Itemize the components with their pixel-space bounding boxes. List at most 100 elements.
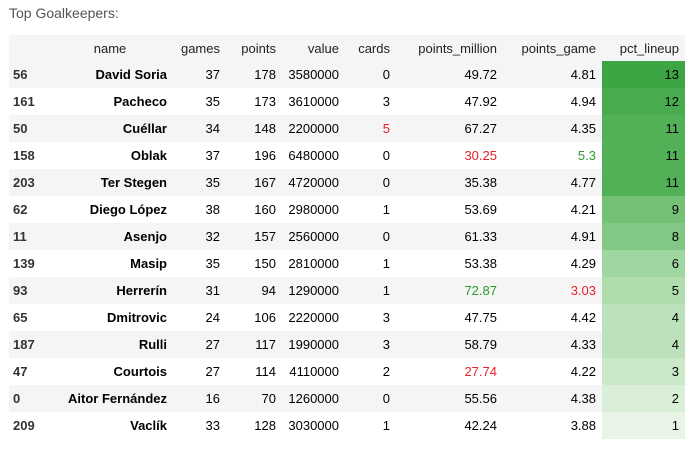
cards-cell: 3 [345,304,396,331]
table-row: 209 Vaclík 33 128 3030000 1 42.24 3.88 1 [9,412,685,439]
points-million-cell: 53.38 [396,250,503,277]
games-cell: 34 [173,115,226,142]
name-cell: David Soria [49,61,173,88]
name-cell: Diego López [49,196,173,223]
games-cell: 27 [173,331,226,358]
column-header-cards: cards [345,35,396,61]
points-million-cell: 47.75 [396,304,503,331]
points-game-cell: 3.88 [503,412,602,439]
value-cell: 6480000 [282,142,345,169]
pct-lineup-cell: 13 [602,61,685,88]
points-game-cell: 3.03 [503,277,602,304]
table-row: 93 Herrerín 31 94 1290000 1 72.87 3.03 5 [9,277,685,304]
name-cell: Herrerín [49,277,173,304]
points-cell: 167 [226,169,282,196]
name-cell: Asenjo [49,223,173,250]
row-index: 203 [9,169,49,196]
cards-cell: 0 [345,142,396,169]
points-game-cell: 4.94 [503,88,602,115]
points-cell: 106 [226,304,282,331]
points-million-cell: 49.72 [396,61,503,88]
points-million-cell: 42.24 [396,412,503,439]
column-header-games: games [173,35,226,61]
points-game-cell: 4.81 [503,61,602,88]
games-cell: 31 [173,277,226,304]
pct-lineup-cell: 5 [602,277,685,304]
games-cell: 35 [173,169,226,196]
pct-lineup-cell: 9 [602,196,685,223]
column-header-points-game: points_game [503,35,602,61]
cards-cell: 5 [345,115,396,142]
row-index: 187 [9,331,49,358]
name-cell: Oblak [49,142,173,169]
table-row: 47 Courtois 27 114 4110000 2 27.74 4.22 3 [9,358,685,385]
name-cell: Aitor Fernández [49,385,173,412]
table-row: 0 Aitor Fernández 16 70 1260000 0 55.56 4.38 2 [9,385,685,412]
value-cell: 4110000 [282,358,345,385]
name-cell: Vaclík [49,412,173,439]
pct-lineup-cell: 11 [602,169,685,196]
points-cell: 94 [226,277,282,304]
points-cell: 70 [226,385,282,412]
value-cell: 4720000 [282,169,345,196]
row-index: 11 [9,223,49,250]
column-header-pct-lineup: pct_lineup [602,35,685,61]
value-cell: 2220000 [282,304,345,331]
cards-cell: 0 [345,61,396,88]
row-index: 65 [9,304,49,331]
table-row: 139 Masip 35 150 2810000 1 53.38 4.29 6 [9,250,685,277]
table-row: 56 David Soria 37 178 3580000 0 49.72 4.81 13 [9,61,685,88]
points-million-cell: 58.79 [396,331,503,358]
value-cell: 1260000 [282,385,345,412]
games-cell: 38 [173,196,226,223]
games-cell: 37 [173,61,226,88]
goalkeepers-table: name games points value cards points_mil… [9,35,685,439]
value-cell: 2810000 [282,250,345,277]
value-cell: 2200000 [282,115,345,142]
pct-lineup-cell: 3 [602,358,685,385]
points-cell: 173 [226,88,282,115]
points-million-cell: 47.92 [396,88,503,115]
table-body: 56 David Soria 37 178 3580000 0 49.72 4.81 13 161… [9,61,685,439]
points-game-cell: 4.29 [503,250,602,277]
games-cell: 35 [173,88,226,115]
row-index: 139 [9,250,49,277]
value-cell: 2980000 [282,196,345,223]
table-row: 203 Ter Stegen 35 167 4720000 0 35.38 4.77 11 [9,169,685,196]
pct-lineup-cell: 1 [602,412,685,439]
name-cell: Dmitrovic [49,304,173,331]
points-million-cell: 55.56 [396,385,503,412]
points-game-cell: 4.38 [503,385,602,412]
name-cell: Ter Stegen [49,169,173,196]
row-index: 62 [9,196,49,223]
points-million-cell: 30.25 [396,142,503,169]
games-cell: 33 [173,412,226,439]
pct-lineup-cell: 12 [602,88,685,115]
cards-cell: 1 [345,412,396,439]
points-cell: 148 [226,115,282,142]
points-game-cell: 4.33 [503,331,602,358]
row-index: 209 [9,412,49,439]
table-row: 158 Oblak 37 196 6480000 0 30.25 5.3 11 [9,142,685,169]
pct-lineup-cell: 4 [602,331,685,358]
games-cell: 35 [173,250,226,277]
table-caption: Top Goalkeepers: [9,5,119,21]
points-game-cell: 4.77 [503,169,602,196]
value-cell: 3610000 [282,88,345,115]
cards-cell: 1 [345,196,396,223]
row-index: 56 [9,61,49,88]
value-cell: 3580000 [282,61,345,88]
table-row: 161 Pacheco 35 173 3610000 3 47.92 4.94 12 [9,88,685,115]
table-row: 11 Asenjo 32 157 2560000 0 61.33 4.91 8 [9,223,685,250]
games-cell: 24 [173,304,226,331]
table-row: 50 Cuéllar 34 148 2200000 5 67.27 4.35 11 [9,115,685,142]
points-million-cell: 61.33 [396,223,503,250]
cards-cell: 1 [345,250,396,277]
row-index: 161 [9,88,49,115]
points-game-cell: 4.22 [503,358,602,385]
points-cell: 117 [226,331,282,358]
points-game-cell: 4.35 [503,115,602,142]
cards-cell: 2 [345,358,396,385]
points-million-cell: 67.27 [396,115,503,142]
table-row: 65 Dmitrovic 24 106 2220000 3 47.75 4.42 4 [9,304,685,331]
